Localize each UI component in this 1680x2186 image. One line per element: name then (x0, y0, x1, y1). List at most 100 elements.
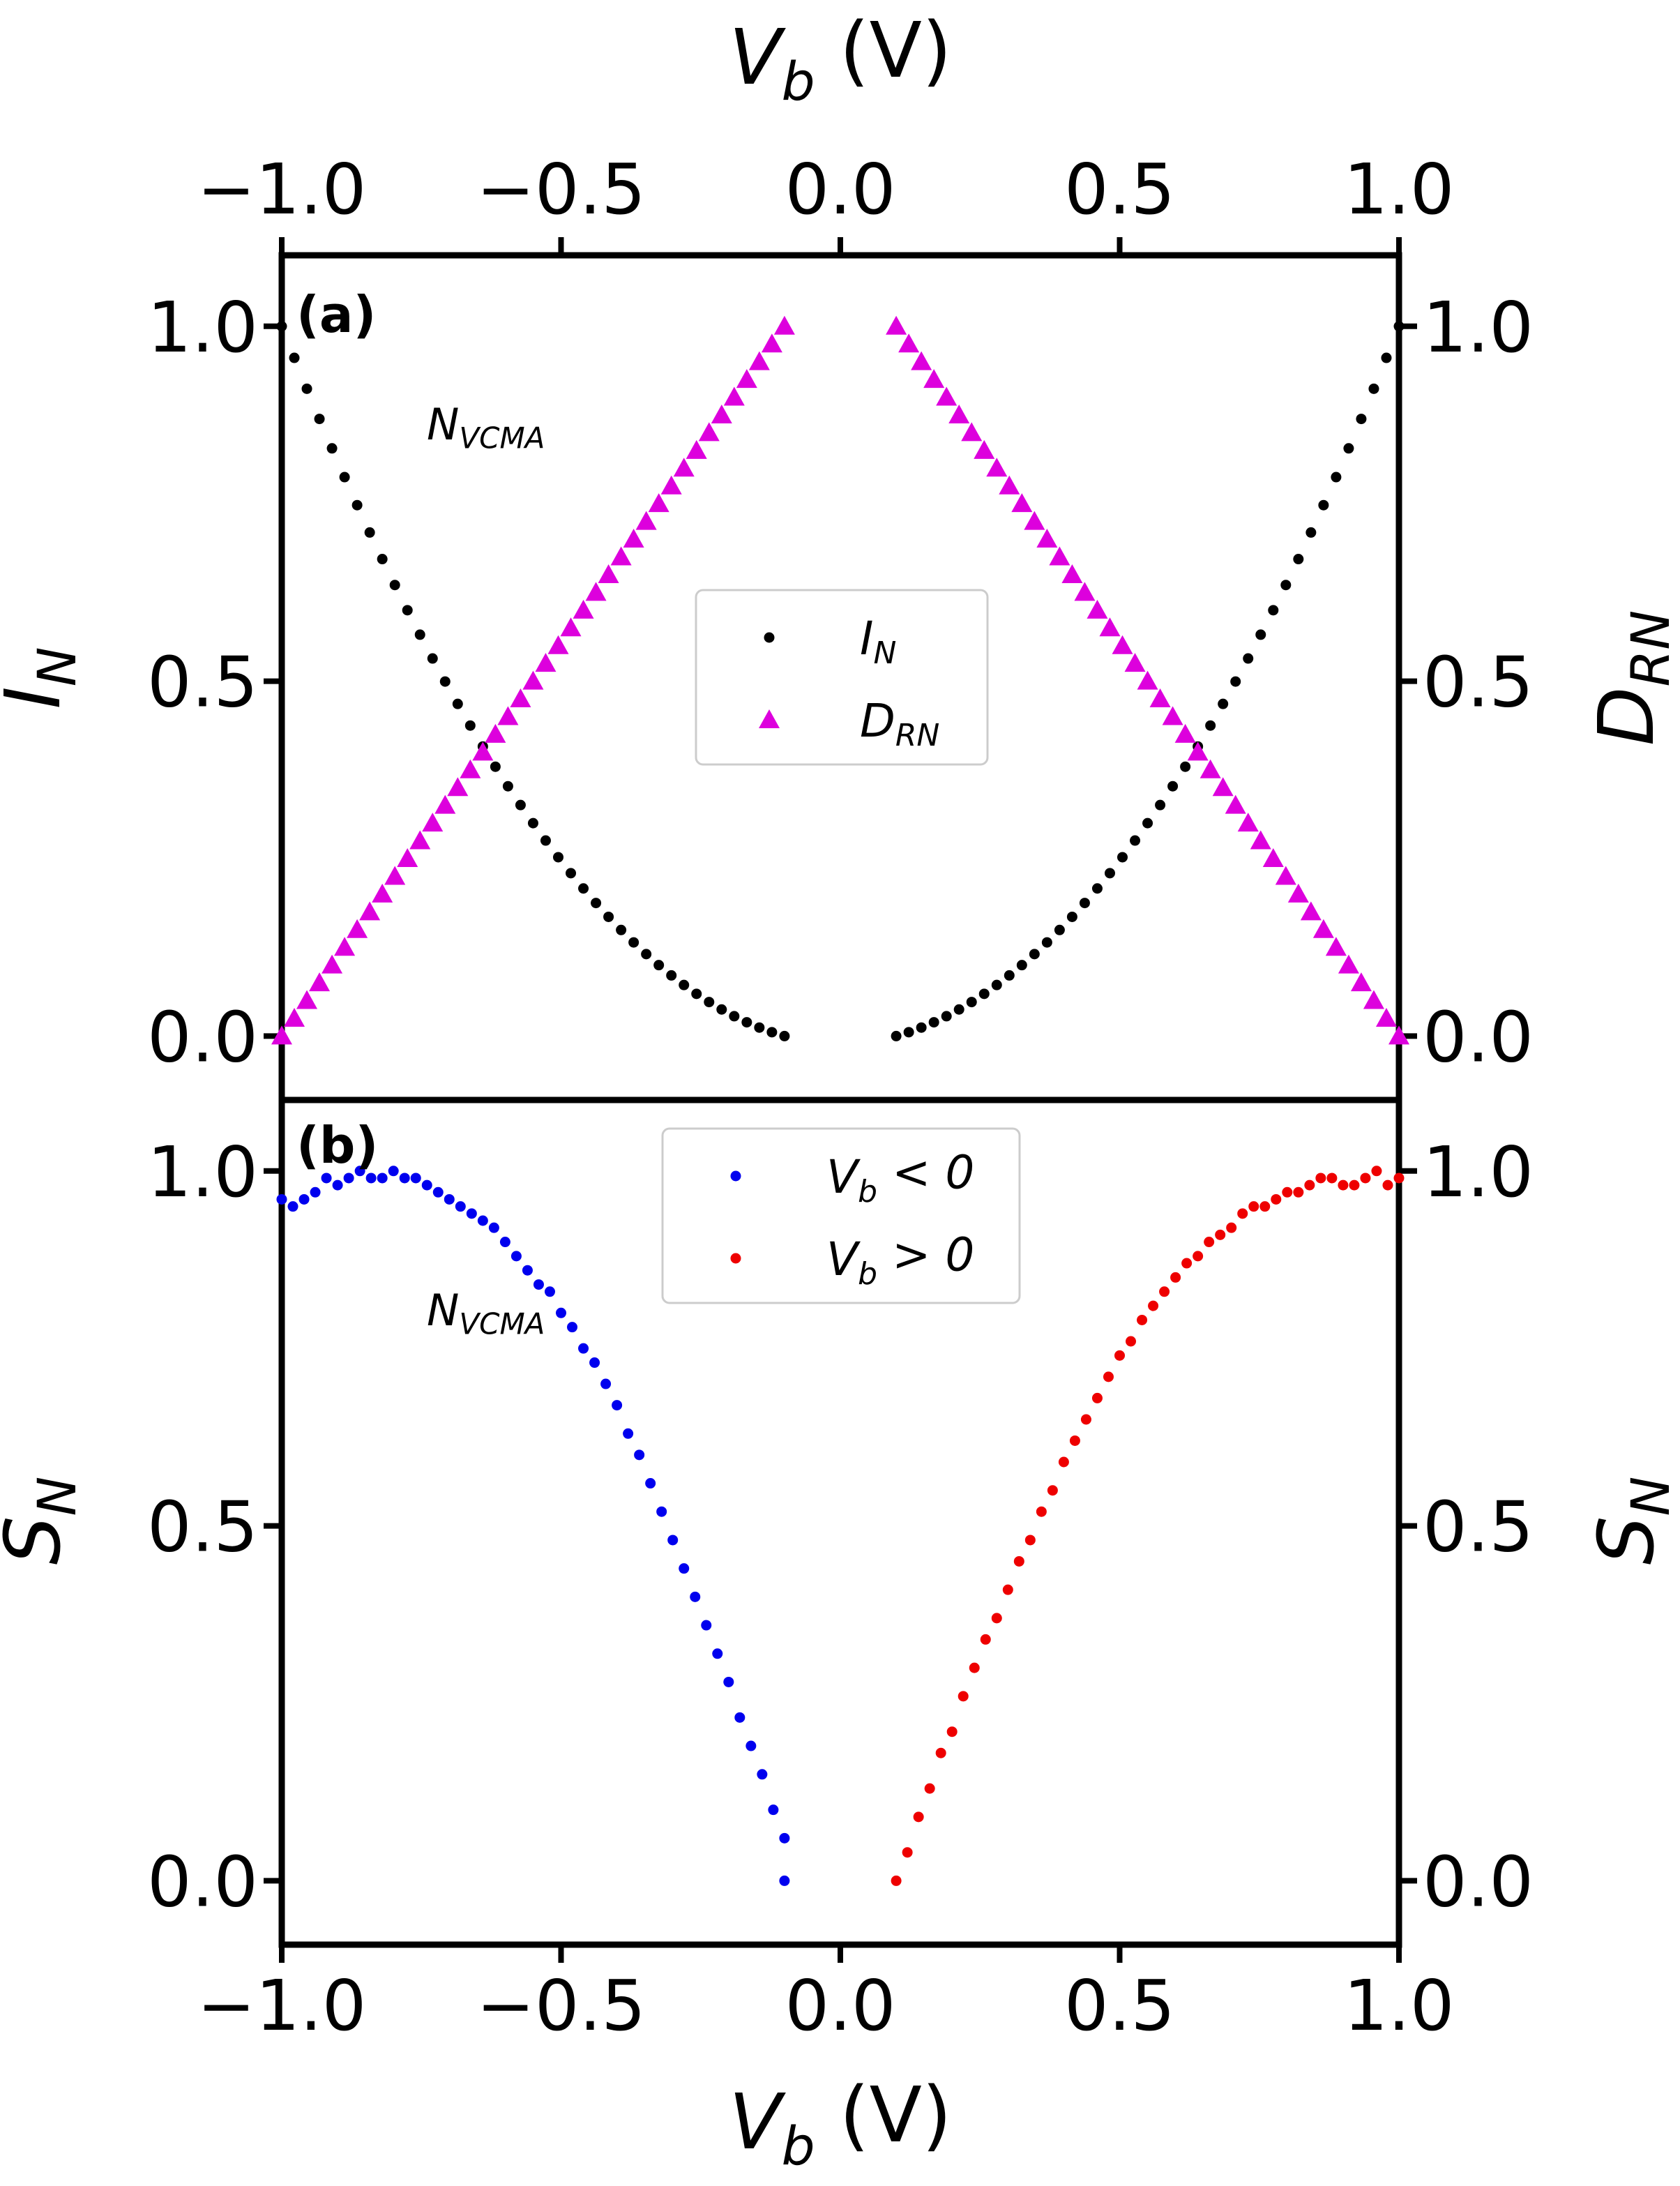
data-point (1237, 1208, 1248, 1219)
data-point-triangle (635, 511, 657, 530)
data-point-triangle (660, 475, 682, 495)
x-tick-label-bottom: 1.0 (1343, 1965, 1454, 2046)
data-point (578, 1343, 589, 1354)
data-point-triangle (422, 813, 444, 832)
data-point (1029, 949, 1040, 960)
legend-box (661, 1127, 1021, 1304)
data-point-triangle (686, 439, 707, 459)
data-point-triangle (334, 937, 356, 956)
data-point (741, 1017, 752, 1028)
data-point (1248, 1201, 1259, 1212)
data-point (499, 1237, 510, 1248)
data-point (978, 988, 990, 1000)
data-point (1013, 1555, 1024, 1567)
data-point (364, 527, 375, 538)
data-point-triangle (1024, 511, 1045, 530)
data-point (490, 761, 501, 772)
data-point-triangle (1375, 1007, 1397, 1027)
data-point (1304, 1179, 1315, 1191)
data-point (432, 1186, 444, 1198)
data-point (287, 1201, 298, 1212)
data-point (1280, 580, 1292, 591)
data-point-triangle (560, 617, 582, 637)
data-point (402, 605, 413, 616)
data-point (544, 1286, 555, 1297)
panel-b-legend: Vb < 0 Vb > 0 (661, 1127, 1021, 1304)
data-point (779, 1030, 790, 1041)
data-point-triangle (936, 386, 958, 406)
panel-b: 0.0 0.00.5 0.51.0 1.0−1.0 −0.5 0.0 0.5 1.0 (b) … (0, 1096, 1680, 2177)
data-point (723, 1676, 734, 1687)
data-point (779, 1832, 790, 1844)
data-point (980, 1634, 991, 1645)
data-point-triangle (1363, 990, 1384, 1009)
data-point (1024, 1535, 1036, 1546)
x-tick-label-top: 0.0 (785, 149, 895, 230)
data-point (754, 1022, 765, 1033)
data-point (1393, 1173, 1405, 1184)
data-point (641, 949, 652, 960)
x-tick-label-bottom: −0.5 (476, 1965, 646, 2046)
data-point-triangle (773, 315, 795, 335)
data-point (757, 1769, 768, 1780)
data-point (924, 1783, 935, 1794)
panel-b-ylabel-right: SN (1582, 1477, 1680, 1565)
data-point (1282, 1186, 1293, 1198)
data-point (1271, 1193, 1282, 1205)
data-point-triangle (372, 883, 393, 903)
data-point-triangle (723, 386, 745, 406)
data-point-triangle (1162, 706, 1183, 725)
data-point (452, 698, 463, 709)
data-point-triangle (1200, 759, 1221, 778)
data-point (991, 979, 1002, 990)
data-point (1293, 554, 1304, 565)
data-point (1338, 1179, 1349, 1191)
data-point (1371, 1166, 1382, 1177)
data-point (679, 979, 690, 990)
data-point-triangle (409, 830, 431, 850)
data-point (339, 472, 350, 483)
bottom-xlabel: Vb (V) (729, 2070, 952, 2177)
data-point (332, 1179, 343, 1191)
legend-label: IN (860, 612, 896, 671)
data-point (540, 835, 551, 846)
data-point-triangle (497, 706, 519, 725)
data-point (913, 1811, 924, 1823)
data-point (991, 1613, 1002, 1624)
data-point (1315, 1173, 1326, 1184)
y-tick-label-right: 1.0 (1423, 287, 1534, 368)
data-point (1066, 911, 1077, 922)
data-point-triangle (1225, 794, 1246, 814)
data-point (712, 1648, 723, 1659)
data-point (410, 1173, 421, 1184)
data-point (1255, 629, 1266, 640)
data-point (667, 1535, 679, 1546)
data-point (1126, 1336, 1137, 1347)
data-point (533, 1279, 544, 1290)
data-point (1318, 499, 1329, 511)
data-point (1091, 883, 1103, 894)
data-point (1293, 1186, 1304, 1198)
data-point-triangle (522, 670, 544, 690)
data-point-triangle (748, 351, 770, 370)
data-point (1104, 868, 1115, 879)
data-point (477, 1215, 488, 1226)
data-point (276, 321, 287, 332)
data-point (354, 1166, 365, 1177)
data-point (502, 781, 513, 792)
data-point (653, 960, 665, 971)
data-point (1036, 1506, 1047, 1517)
y-tick-label-left: 1.0 (147, 1131, 258, 1213)
data-point (612, 1400, 623, 1411)
data-point-triangle (510, 688, 531, 708)
data-point-triangle (923, 369, 945, 389)
data-point-triangle (284, 1007, 305, 1027)
data-point (1349, 1179, 1360, 1191)
x-tick-label-bottom: −1.0 (197, 1965, 367, 2046)
data-point (421, 1179, 432, 1191)
panel-a-ylabel-right: DRN (1582, 610, 1680, 746)
data-point (1002, 1584, 1013, 1595)
data-point (628, 937, 640, 948)
data-point (365, 1173, 377, 1184)
data-point (916, 1022, 927, 1033)
